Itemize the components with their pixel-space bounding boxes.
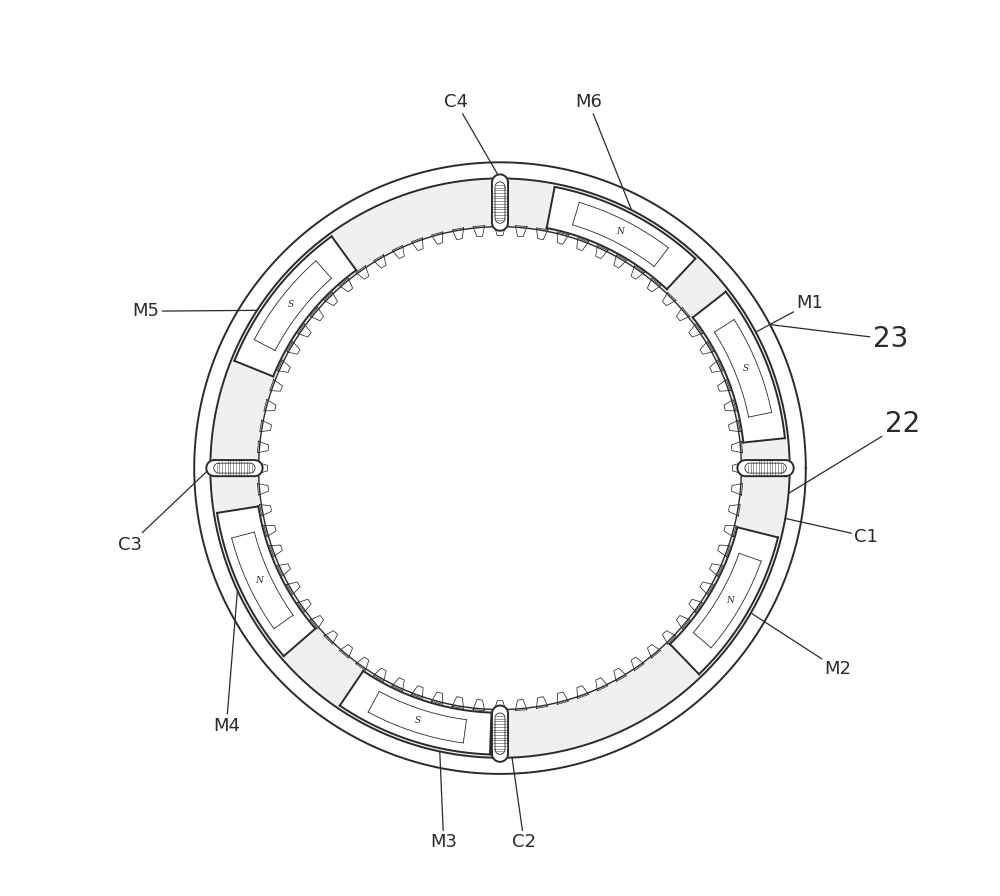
Text: C1: C1 — [785, 519, 878, 546]
Polygon shape — [206, 460, 263, 476]
Text: C2: C2 — [512, 758, 536, 851]
Polygon shape — [693, 292, 785, 443]
Text: N: N — [726, 597, 734, 606]
Polygon shape — [217, 506, 315, 656]
Polygon shape — [670, 528, 778, 674]
Text: 23: 23 — [770, 324, 908, 353]
Text: M2: M2 — [751, 613, 851, 678]
Text: N: N — [255, 576, 263, 585]
Text: C3: C3 — [118, 468, 210, 554]
Polygon shape — [492, 705, 508, 762]
Text: M3: M3 — [430, 752, 457, 851]
Polygon shape — [547, 187, 695, 289]
Polygon shape — [210, 178, 790, 758]
Text: N: N — [617, 227, 624, 236]
Polygon shape — [492, 175, 508, 230]
Text: S: S — [288, 300, 294, 309]
Text: C4: C4 — [444, 93, 500, 178]
Polygon shape — [340, 671, 491, 754]
Text: M4: M4 — [213, 590, 240, 735]
Text: M1: M1 — [756, 294, 823, 332]
Text: 22: 22 — [789, 409, 920, 494]
Text: S: S — [743, 364, 749, 373]
Text: M5: M5 — [132, 302, 257, 320]
Text: M6: M6 — [575, 93, 632, 210]
Text: S: S — [415, 716, 421, 725]
Polygon shape — [234, 237, 356, 376]
Polygon shape — [737, 460, 794, 476]
